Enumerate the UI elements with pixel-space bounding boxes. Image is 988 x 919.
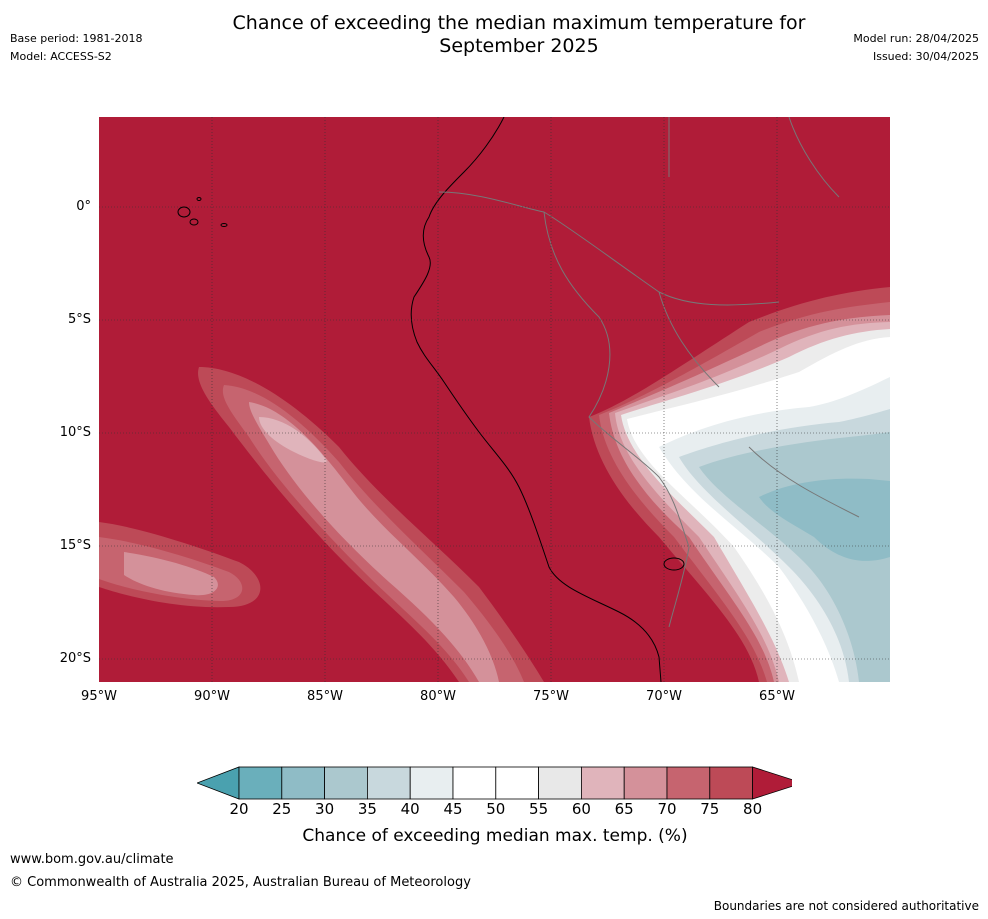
colorbar-tick-label: 55 — [529, 800, 549, 818]
lake-titicaca — [663, 557, 685, 571]
base-period-label: Base period: 1981-2018 — [10, 32, 143, 45]
boundary-disclaimer: Boundaries are not considered authoritat… — [713, 899, 979, 913]
colorbar-tick-label: 50 — [486, 800, 506, 818]
colorbar-segment — [366, 766, 411, 800]
colorbar-extend-high — [752, 766, 804, 800]
colorbar-segment — [666, 766, 711, 800]
map-svg — [99, 117, 890, 682]
lon-tick-65w: 65°W — [759, 689, 795, 704]
colorbar-segment — [281, 766, 326, 800]
colorbar-segment — [452, 766, 497, 800]
map-title-line2: September 2025 — [439, 35, 599, 57]
lon-tick-95w: 95°W — [81, 689, 117, 704]
colorbar-tick-label: 60 — [571, 800, 591, 818]
map-title-line1: Chance of exceeding the median maximum t… — [232, 12, 806, 34]
colorbar-tick-label: 40 — [400, 800, 420, 818]
ocean-plume-60 — [259, 417, 327, 463]
colorbar-segment — [409, 766, 454, 800]
colorbar-segment — [580, 766, 625, 800]
colorbar-segment — [238, 766, 283, 800]
band-25 — [759, 478, 890, 561]
colorbar-tick-label: 30 — [315, 800, 335, 818]
galapagos-islands — [177, 197, 228, 227]
lon-tick-70w: 70°W — [646, 689, 682, 704]
colorbar-svg — [195, 766, 804, 800]
colorbar-tick-label: 35 — [357, 800, 377, 818]
forecast-map — [99, 117, 890, 682]
website-link[interactable]: www.bom.gov.au/climate — [10, 852, 174, 867]
issued-label: Issued: 30/04/2025 — [872, 50, 979, 63]
colorbar-labels: 20 25 30 35 40 45 50 55 60 65 70 75 80 — [0, 800, 988, 820]
lon-tick-85w: 85°W — [307, 689, 343, 704]
colorbar-segment — [538, 766, 582, 800]
south-west-plume-65 — [124, 552, 218, 596]
colorbar-tick-label: 80 — [743, 800, 763, 818]
lat-tick-0: 0° — [76, 199, 91, 214]
lon-tick-75w: 75°W — [533, 689, 569, 704]
graticule — [99, 117, 890, 682]
colorbar — [195, 766, 804, 800]
map-title: Chance of exceeding the median maximum t… — [150, 12, 888, 58]
colorbar-extend-low — [195, 766, 240, 800]
copyright-notice: © Commonwealth of Australia 2025, Austra… — [10, 875, 471, 890]
lat-tick-20s: 20°S — [59, 651, 91, 666]
lat-tick-15s: 15°S — [59, 538, 91, 553]
colorbar-segment — [324, 766, 368, 800]
lat-tick-5s: 5°S — [67, 312, 91, 327]
lon-tick-90w: 90°W — [194, 689, 230, 704]
model-label: Model: ACCESS-S2 — [10, 50, 112, 63]
colorbar-tick-label: 75 — [700, 800, 720, 818]
ocean-plume-65 — [249, 402, 499, 682]
colorbar-tick-label: 70 — [657, 800, 677, 818]
colorbar-segment — [495, 766, 539, 800]
colorbar-title: Chance of exceeding median max. temp. (%… — [302, 826, 688, 846]
colorbar-tick-label: 25 — [272, 800, 292, 818]
lon-tick-80w: 80°W — [420, 689, 456, 704]
country-borders — [438, 117, 860, 628]
lat-tick-10s: 10°S — [59, 425, 91, 440]
model-run-label: Model run: 28/04/2025 — [853, 32, 979, 45]
colorbar-segment — [623, 766, 668, 800]
colorbar-tick-label: 45 — [443, 800, 463, 818]
colorbar-tick-label: 20 — [229, 800, 249, 818]
colorbar-segment — [709, 766, 753, 800]
coastline — [410, 117, 662, 682]
colorbar-tick-label: 65 — [614, 800, 634, 818]
